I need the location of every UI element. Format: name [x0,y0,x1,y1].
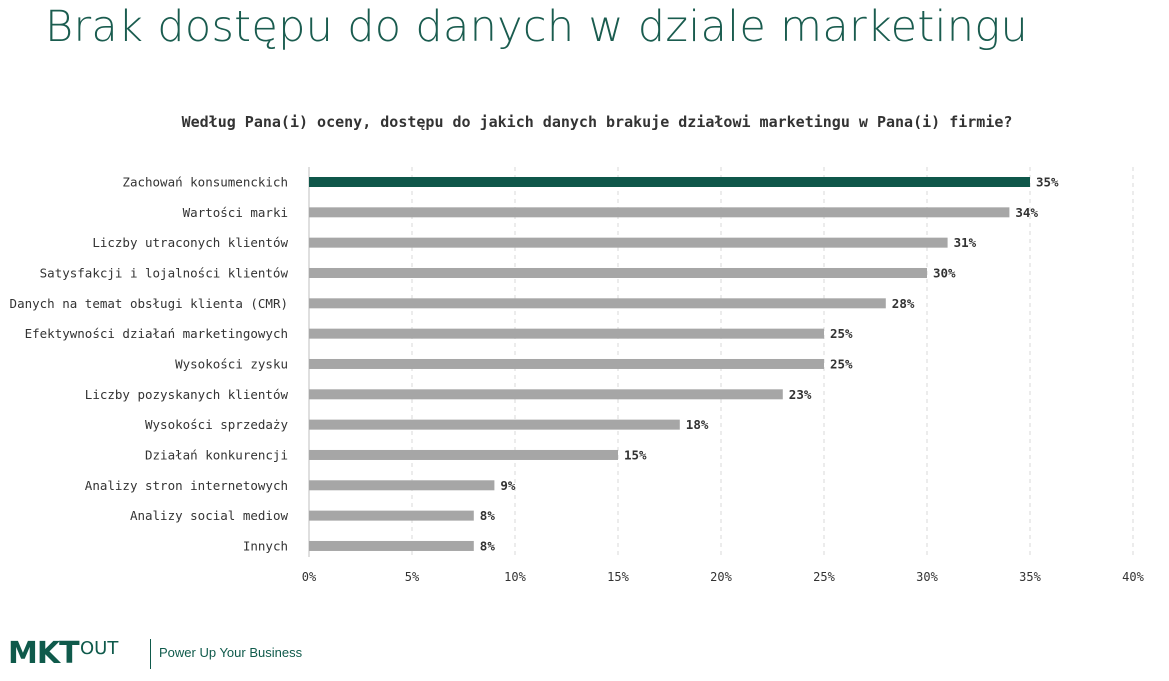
value-label: 28% [892,296,915,311]
logo-main-text: MKT [8,636,80,671]
bar [309,358,824,369]
bar [309,177,1030,187]
bar [309,449,618,460]
logo-sub-text: OUT [80,638,119,659]
bar [309,419,680,430]
x-tick-label: 20% [710,570,732,584]
value-label: 25% [830,326,853,341]
value-label: 8% [480,538,496,553]
x-tick-label: 25% [813,570,835,584]
bar [309,328,824,339]
category-label: Wysokości zysku [175,356,288,371]
value-label: 25% [830,356,853,371]
bar-chart: Według Pana(i) oceny, dostępu do jakich … [10,113,1145,584]
bar [309,540,474,551]
bar [309,267,927,278]
x-tick-label: 0% [302,570,317,584]
value-label: 9% [500,478,516,493]
value-label: 31% [954,235,977,250]
bar [309,298,886,309]
bar [309,207,1010,218]
category-label: Danych na temat obsługi klienta (CMR) [10,296,288,311]
x-tick-label: 30% [916,570,938,584]
x-tick-label: 35% [1019,570,1041,584]
page-title: Brak dostępu do danych w dziale marketin… [45,2,1028,52]
category-label: Wartości marki [183,205,288,220]
category-label: Liczby utraconych klientów [92,235,288,250]
category-label: Analizy stron internetowych [85,478,288,493]
value-label: 35% [1036,175,1059,190]
x-tick-label: 15% [607,570,629,584]
value-label: 15% [624,447,647,462]
category-label: Efektywności działań marketingowych [25,326,288,341]
bar [309,510,474,521]
category-label: Liczby pozyskanych klientów [85,387,289,402]
bar [309,480,495,491]
bar [309,237,948,248]
value-label: 8% [480,508,496,523]
category-label: Działań konkurencji [145,447,288,462]
x-tick-label: 10% [504,570,526,584]
category-label: Wysokości sprzedaży [145,417,288,432]
chart-title: Według Pana(i) oceny, dostępu do jakich … [182,113,1013,131]
category-label: Analizy social mediow [130,508,289,523]
bar [309,389,783,400]
category-label: Zachowań konsumenckich [122,175,288,190]
x-tick-label: 5% [405,570,420,584]
mktout-logo: MKT OUT [8,636,118,671]
value-label: 34% [1015,205,1038,220]
value-label: 18% [686,417,709,432]
value-label: 23% [789,387,812,402]
x-tick-label: 40% [1122,570,1144,584]
category-label: Innych [243,538,288,553]
value-label: 30% [933,265,956,280]
category-label: Satysfakcji i lojalności klientów [40,265,289,280]
footer-tagline: Power Up Your Business [159,645,303,660]
footer-divider [150,639,151,669]
